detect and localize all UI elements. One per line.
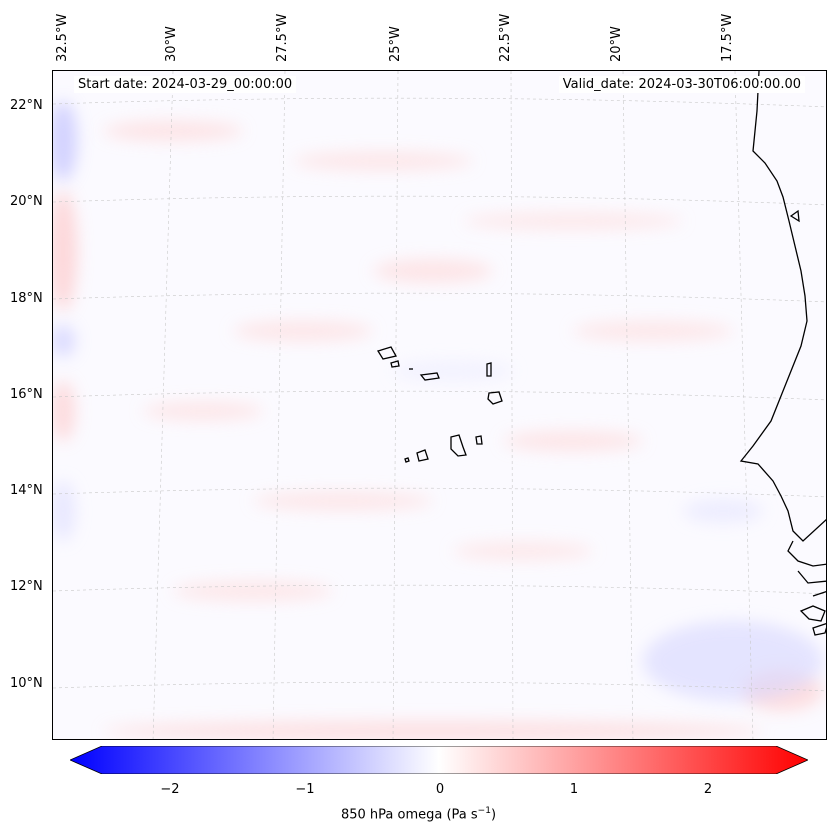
colorbar-tick-1: 1 <box>569 782 579 797</box>
cabo-verde-islands <box>377 346 503 463</box>
lat-label-16n: 16°N <box>10 387 43 402</box>
lat-label-14n: 14°N <box>10 483 43 498</box>
lon-label-20w: 20°W <box>609 26 624 62</box>
map-canvas <box>53 71 826 739</box>
start-date-label: Start date: 2024-03-29_00:00:00 <box>74 76 297 93</box>
lon-label-32.5w: 32.5°W <box>55 13 70 62</box>
colorbar-tick-neg1: −1 <box>295 782 315 797</box>
colorbar-tick-0: 0 <box>435 782 445 797</box>
lat-label-22n: 22°N <box>10 98 43 113</box>
island-sao-vicente <box>390 360 400 368</box>
lon-label-25w: 25°W <box>388 26 403 62</box>
colorbar <box>70 746 808 774</box>
omega-negative-patches <box>53 101 823 701</box>
colorbar-tick-neg2: −2 <box>160 782 180 797</box>
omega-map <box>52 70 827 740</box>
island-brava <box>404 457 410 463</box>
coastline <box>739 71 826 636</box>
island-sal <box>486 362 492 377</box>
lat-label-10n: 10°N <box>10 676 43 691</box>
lat-label-18n: 18°N <box>10 291 43 306</box>
island-santiago <box>450 434 467 457</box>
island-fogo <box>416 449 429 462</box>
island-santo-antao <box>377 346 397 360</box>
lon-label-27.5w: 27.5°W <box>275 13 290 62</box>
island-maio <box>475 435 483 445</box>
colorbar-title: 850 hPa omega (Pa s−1) <box>340 806 497 823</box>
colorbar-gradient <box>70 746 808 774</box>
lon-label-17.5w: 17.5°W <box>720 13 735 62</box>
valid-date-label: Valid_date: 2024-03-30T06:00:00.00 <box>558 76 805 93</box>
lon-label-30w: 30°W <box>164 26 179 62</box>
lon-label-22.5w: 22.5°W <box>498 13 513 62</box>
lat-label-12n: 12°N <box>10 579 43 594</box>
graticule <box>53 71 826 739</box>
island-boa-vista <box>487 391 503 405</box>
colorbar-tick-2: 2 <box>703 782 713 797</box>
lat-label-20n: 20°N <box>10 194 43 209</box>
island-sao-nicolau <box>419 372 440 381</box>
